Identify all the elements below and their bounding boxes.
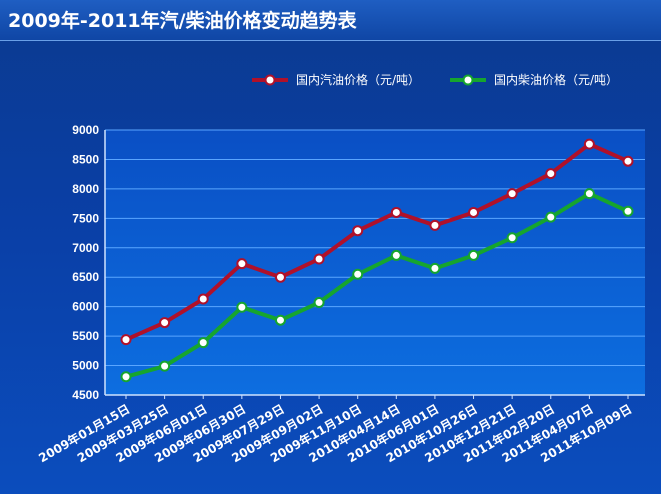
legend-diesel: 国内柴油价格（元/吨） xyxy=(450,72,618,87)
diesel-point xyxy=(390,249,402,261)
diesel-point xyxy=(352,268,364,280)
diesel-point xyxy=(545,211,557,223)
gasoline-point xyxy=(622,155,634,167)
y-tick-label: 4500 xyxy=(72,388,99,402)
gasoline-point xyxy=(120,334,132,346)
gasoline-point xyxy=(274,271,286,283)
diesel-point xyxy=(236,301,248,313)
diesel-point xyxy=(120,371,132,383)
y-tick-label: 8000 xyxy=(72,182,99,196)
gasoline-point xyxy=(390,206,402,218)
diesel-point xyxy=(506,232,518,244)
y-tick-label: 6500 xyxy=(72,270,99,284)
diesel-point xyxy=(622,205,634,217)
title-bar: 2009年-2011年汽/柴油价格变动趋势表 xyxy=(0,0,661,41)
diesel-series-line xyxy=(125,191,629,379)
gasoline-series-line xyxy=(125,142,629,342)
diesel-point xyxy=(583,188,595,200)
y-tick-label: 5000 xyxy=(72,359,99,373)
legend-label: 国内汽油价格（元/吨） xyxy=(296,72,420,87)
gasoline-point xyxy=(506,188,518,200)
gasoline-point xyxy=(313,253,325,265)
legend-label: 国内柴油价格（元/吨） xyxy=(494,72,618,87)
diesel-point xyxy=(159,360,171,372)
diesel-point xyxy=(274,314,286,326)
diesel-point xyxy=(197,337,209,349)
gasoline-point xyxy=(236,258,248,270)
legend-marker xyxy=(264,74,276,86)
legend-gasoline: 国内汽油价格（元/吨） xyxy=(252,72,420,87)
y-tick-label: 7000 xyxy=(72,241,99,255)
gasoline-point xyxy=(159,317,171,329)
gasoline-point xyxy=(352,225,364,237)
gasoline-point xyxy=(468,206,480,218)
y-tick-label: 5500 xyxy=(72,329,99,343)
gasoline-point xyxy=(429,219,441,231)
y-tick-label: 6000 xyxy=(72,300,99,314)
y-tick-label: 7500 xyxy=(72,211,99,225)
gasoline-point xyxy=(197,293,209,305)
gasoline-point xyxy=(545,168,557,180)
diesel-point xyxy=(429,262,441,274)
legend-marker xyxy=(462,74,474,86)
y-tick-label: 9000 xyxy=(72,123,99,137)
page-title: 2009年-2011年汽/柴油价格变动趋势表 xyxy=(8,10,357,32)
gasoline-point xyxy=(583,138,595,150)
diesel-point xyxy=(313,297,325,309)
diesel-point xyxy=(468,249,480,261)
y-tick-label: 8500 xyxy=(72,152,99,166)
